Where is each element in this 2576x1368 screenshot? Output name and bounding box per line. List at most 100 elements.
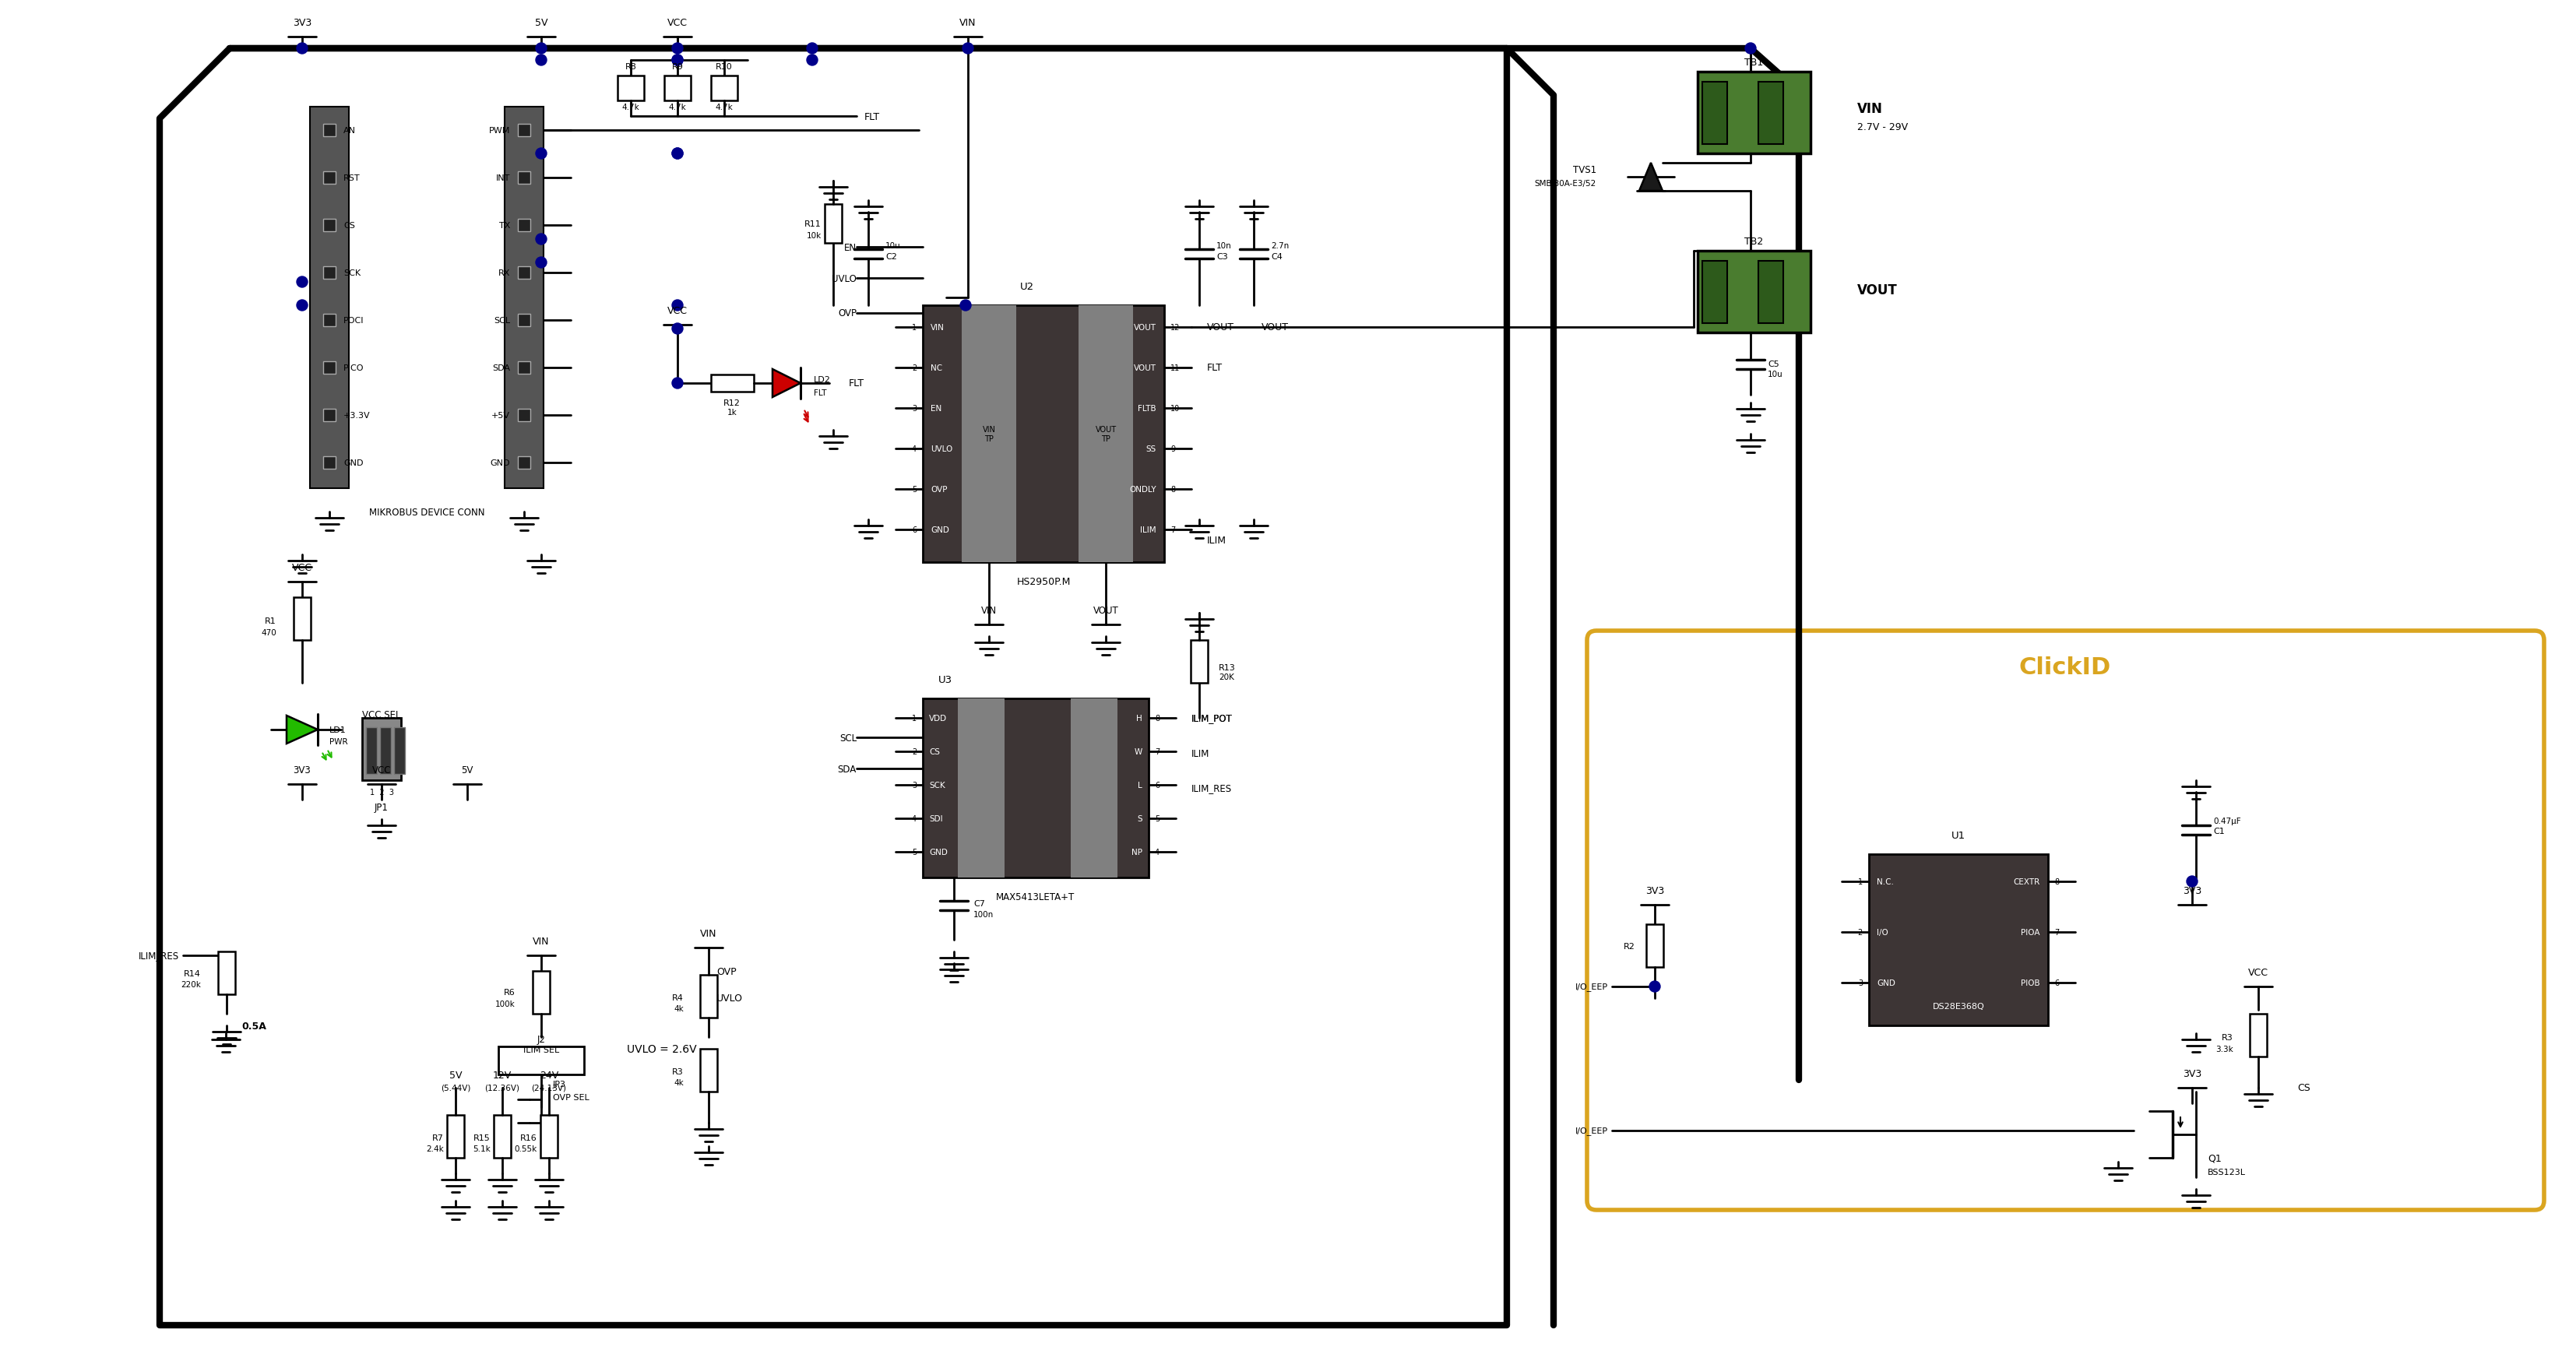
- Text: +3.3V: +3.3V: [343, 412, 371, 420]
- Text: 2.4k: 2.4k: [425, 1145, 443, 1152]
- Text: VCC SEL: VCC SEL: [363, 709, 402, 720]
- Bar: [922, 699, 1149, 878]
- Circle shape: [536, 55, 546, 66]
- Text: FLT: FLT: [850, 379, 866, 389]
- Bar: [322, 172, 335, 185]
- Text: SCK: SCK: [343, 269, 361, 278]
- Text: 2: 2: [1857, 929, 1862, 936]
- Text: TVS1: TVS1: [1574, 164, 1597, 175]
- Text: N.C.: N.C.: [1878, 878, 1893, 885]
- Bar: [518, 363, 531, 375]
- Circle shape: [672, 149, 683, 160]
- Bar: [1190, 640, 1208, 683]
- Text: AN: AN: [343, 127, 355, 134]
- Text: R9: R9: [672, 63, 683, 71]
- Text: GND: GND: [930, 527, 948, 534]
- Text: SMBJ30A-E3/52: SMBJ30A-E3/52: [1535, 179, 1597, 187]
- Text: RST: RST: [343, 174, 361, 182]
- Bar: [1759, 261, 1783, 324]
- Bar: [1079, 306, 1133, 562]
- Circle shape: [536, 149, 546, 160]
- Text: 6: 6: [912, 527, 917, 534]
- Bar: [1698, 73, 1811, 155]
- Text: TB2: TB2: [1744, 237, 1762, 246]
- Text: EN: EN: [930, 405, 943, 412]
- Text: CEXTR: CEXTR: [2014, 878, 2040, 885]
- Text: 3: 3: [1857, 979, 1862, 986]
- Text: R14: R14: [183, 970, 201, 977]
- Text: CS: CS: [930, 748, 940, 755]
- Polygon shape: [773, 369, 801, 398]
- Text: R2: R2: [1623, 943, 1636, 951]
- Text: 0.55k: 0.55k: [515, 1145, 538, 1152]
- Text: NC: NC: [930, 364, 943, 372]
- Text: JP3: JP3: [554, 1081, 567, 1088]
- Text: R1: R1: [265, 617, 276, 625]
- Circle shape: [672, 44, 683, 55]
- Text: SCL: SCL: [495, 317, 510, 324]
- Text: C5: C5: [1767, 360, 1780, 368]
- Bar: [518, 409, 531, 421]
- Text: R12: R12: [724, 399, 739, 406]
- Text: 3: 3: [912, 405, 917, 412]
- Bar: [518, 219, 531, 233]
- Circle shape: [672, 324, 683, 335]
- Circle shape: [806, 55, 817, 66]
- Text: PIOB: PIOB: [2022, 979, 2040, 986]
- Bar: [533, 971, 549, 1014]
- Bar: [309, 107, 348, 488]
- Bar: [1703, 82, 1726, 145]
- Bar: [394, 728, 404, 774]
- Bar: [711, 375, 755, 393]
- Text: VIN: VIN: [961, 18, 976, 27]
- Circle shape: [961, 301, 971, 312]
- Text: R10: R10: [716, 63, 732, 71]
- Text: ILIM_RES: ILIM_RES: [1193, 784, 1231, 793]
- Text: 5V: 5V: [536, 18, 549, 27]
- Text: 3V3: 3V3: [294, 18, 312, 27]
- Bar: [1698, 252, 1811, 332]
- Text: HS2950P.M: HS2950P.M: [1018, 577, 1072, 587]
- Bar: [711, 77, 737, 101]
- Text: ILIM: ILIM: [1208, 536, 1226, 546]
- Text: R11: R11: [804, 220, 822, 228]
- Bar: [518, 172, 531, 185]
- Text: ILIM: ILIM: [1141, 527, 1157, 534]
- Text: R4: R4: [672, 993, 683, 1001]
- Text: C4: C4: [1270, 253, 1283, 261]
- Text: PICO: PICO: [343, 364, 363, 372]
- Circle shape: [296, 44, 307, 55]
- Circle shape: [296, 301, 307, 312]
- Text: INT: INT: [495, 174, 510, 182]
- Text: (12.36V): (12.36V): [484, 1083, 520, 1092]
- Text: 2.7n: 2.7n: [1270, 242, 1288, 250]
- Text: UVLO: UVLO: [832, 274, 858, 283]
- Text: POCI: POCI: [343, 317, 363, 324]
- Text: ILIM: ILIM: [1193, 748, 1211, 758]
- Circle shape: [2187, 877, 2197, 886]
- Text: TX: TX: [500, 222, 510, 230]
- Text: VCC: VCC: [371, 765, 392, 776]
- Text: VIN
TP: VIN TP: [981, 425, 994, 443]
- Text: VCC: VCC: [291, 562, 312, 573]
- Bar: [322, 363, 335, 375]
- Polygon shape: [286, 715, 317, 744]
- Bar: [505, 107, 544, 488]
- Text: VOUT: VOUT: [1133, 364, 1157, 372]
- Bar: [518, 315, 531, 327]
- Text: C7: C7: [974, 900, 984, 907]
- Text: VCC: VCC: [667, 306, 688, 316]
- Text: 4.7k: 4.7k: [716, 104, 734, 111]
- Bar: [366, 728, 376, 774]
- Text: SDA: SDA: [837, 763, 858, 774]
- Text: VIN: VIN: [981, 606, 997, 616]
- Text: GND: GND: [489, 460, 510, 466]
- Text: ILIM SEL: ILIM SEL: [523, 1047, 559, 1053]
- Text: CS: CS: [343, 222, 355, 230]
- Circle shape: [672, 149, 683, 160]
- Bar: [322, 124, 335, 137]
- Text: SDI: SDI: [930, 815, 943, 822]
- Text: 7: 7: [1170, 527, 1175, 534]
- Text: 7: 7: [1154, 748, 1159, 755]
- Text: 6: 6: [1154, 781, 1159, 789]
